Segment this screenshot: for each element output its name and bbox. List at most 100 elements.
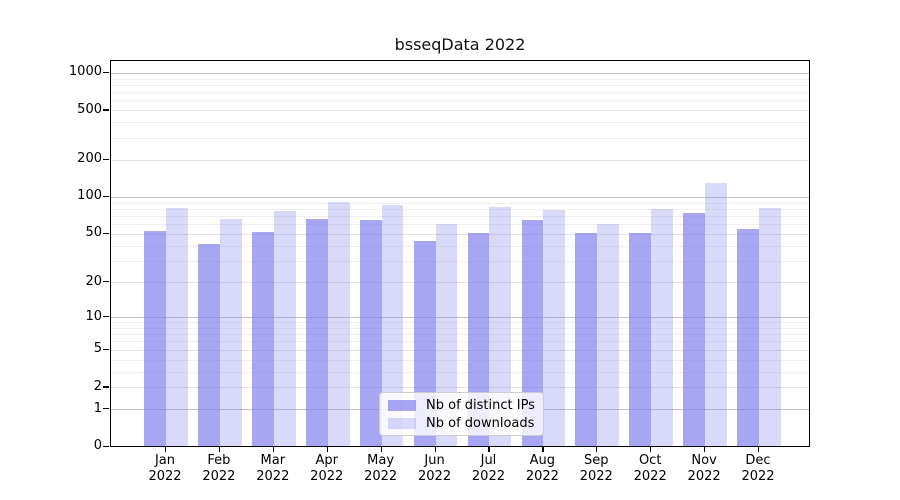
y-tick — [103, 71, 109, 74]
bar-downloads — [327, 201, 350, 446]
bar-distinct-ips — [252, 232, 274, 446]
y-tick — [103, 408, 109, 410]
y-tick — [103, 316, 109, 318]
x-tick-label: Jun 2022 — [418, 452, 452, 485]
gridline-minor — [111, 137, 809, 139]
y-tick-label: 1000 — [68, 64, 102, 80]
bar-downloads — [759, 208, 781, 446]
gridline-minor — [111, 341, 809, 343]
bar-distinct-ips — [359, 220, 382, 446]
y-tick-label: 0 — [93, 438, 102, 454]
x-tick — [704, 447, 706, 453]
legend-label-distinct-ips: Nb of distinct IPs — [426, 397, 535, 413]
gridline-minor — [111, 100, 809, 102]
gridline-major — [111, 196, 809, 198]
gridline-major — [111, 72, 809, 74]
legend-swatch-distinct-ips — [388, 399, 416, 411]
bar-downloads — [705, 183, 727, 446]
bar-distinct-ips — [521, 220, 544, 446]
legend: Nb of distinct IPs Nb of downloads — [379, 392, 544, 436]
x-tick-label: Mar 2022 — [256, 452, 290, 485]
gridline-minor — [111, 216, 809, 218]
gridline-minor-labeled — [111, 349, 809, 351]
gridline-minor — [111, 224, 809, 226]
x-tick — [326, 447, 328, 453]
y-tick — [103, 281, 109, 283]
y-tick — [103, 232, 109, 235]
y-tick-label: 100 — [77, 188, 102, 204]
gridline-minor — [111, 359, 809, 361]
y-tick-label: 5 — [93, 341, 102, 357]
bar-downloads — [381, 204, 404, 446]
bar-downloads — [543, 210, 566, 446]
legend-entry-downloads: Nb of downloads — [388, 416, 535, 431]
x-tick — [758, 447, 760, 453]
y-tick-label: 1 — [93, 400, 102, 416]
gridline-major — [111, 317, 809, 318]
bar-distinct-ips — [305, 219, 328, 446]
gridline-minor — [111, 260, 809, 262]
y-tick-label: 2 — [93, 378, 102, 394]
gridline-minor — [111, 245, 809, 247]
gridline-minor-labeled — [111, 110, 809, 112]
gridline-minor-labeled — [111, 282, 809, 283]
x-tick-label: Dec 2022 — [741, 452, 775, 485]
bar-downloads — [435, 224, 458, 446]
bar-downloads — [597, 223, 620, 446]
x-tick-label: Oct 2022 — [633, 452, 667, 485]
legend-entry-distinct-ips: Nb of distinct IPs — [388, 398, 535, 413]
x-tick-label: Jul 2022 — [471, 452, 505, 485]
gridline-minor-labeled — [111, 159, 809, 161]
gridline-minor — [111, 208, 809, 210]
x-tick-label: Nov 2022 — [687, 452, 721, 485]
y-tick — [103, 158, 109, 160]
x-tick — [650, 447, 652, 453]
y-tick-label: 20 — [85, 273, 102, 289]
x-tick — [218, 447, 221, 453]
bar-distinct-ips — [683, 213, 706, 446]
y-tick — [103, 348, 109, 350]
bar-downloads — [273, 210, 296, 446]
x-tick — [380, 447, 382, 453]
x-tick-label: Apr 2022 — [310, 452, 344, 485]
gridline-minor — [111, 334, 809, 336]
gridline-minor — [111, 202, 809, 204]
gridline-minor-labeled — [111, 387, 809, 389]
gridline-minor — [111, 322, 809, 324]
y-tick — [103, 109, 109, 111]
gridline-minor — [111, 84, 809, 86]
bar-distinct-ips — [198, 243, 220, 446]
x-tick-label: Feb 2022 — [202, 452, 236, 485]
gridline-minor — [111, 327, 809, 329]
gridline-minor — [111, 78, 809, 80]
bar-downloads — [219, 219, 242, 446]
y-tick-label: 200 — [77, 151, 102, 167]
plot-area — [110, 60, 810, 447]
gridline-minor — [111, 371, 809, 373]
x-tick — [542, 447, 544, 453]
legend-label-downloads: Nb of downloads — [426, 415, 535, 431]
bar-distinct-ips — [629, 233, 652, 446]
y-tick — [103, 386, 109, 388]
x-tick — [596, 447, 598, 453]
x-tick — [165, 447, 167, 453]
x-tick-label: Sep 2022 — [579, 452, 613, 485]
gridline-minor — [111, 122, 809, 124]
bar-downloads — [166, 208, 188, 446]
x-tick-label: May 2022 — [364, 452, 398, 485]
x-tick — [272, 447, 274, 453]
gridline-minor — [111, 92, 809, 94]
y-tick-label: 500 — [77, 101, 102, 117]
bar-distinct-ips — [144, 231, 166, 446]
gridline-minor-labeled — [111, 233, 809, 235]
y-tick-label: 50 — [85, 225, 102, 241]
x-tick — [434, 447, 436, 453]
chart-title: bsseqData 2022 — [394, 35, 526, 54]
y-tick — [103, 195, 109, 198]
bar-downloads — [651, 208, 673, 446]
bar-downloads — [489, 206, 512, 446]
x-tick-label: Aug 2022 — [525, 452, 559, 485]
legend-swatch-downloads — [388, 417, 416, 429]
y-tick-label: 10 — [85, 308, 102, 324]
